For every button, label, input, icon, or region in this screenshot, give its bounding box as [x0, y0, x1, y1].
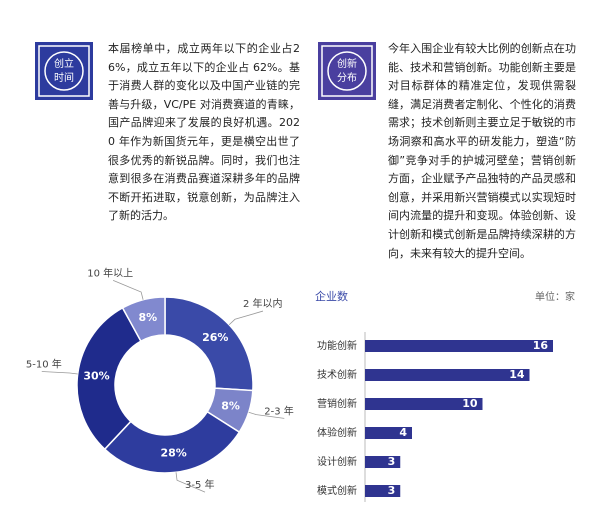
category-label: 2 年以内	[243, 297, 283, 310]
data-label: 28%	[160, 446, 186, 459]
data-label: 16	[533, 339, 549, 352]
icon-label: 创立	[54, 57, 74, 70]
category-label: 设计创新	[317, 455, 357, 468]
icon: 创新 分布	[318, 42, 376, 100]
donut-segment	[164, 296, 254, 392]
data-label: 26%	[202, 331, 228, 344]
category-label: 模式创新	[317, 484, 357, 497]
data-label: 8%	[221, 399, 240, 412]
donut-segment	[121, 296, 166, 343]
unit-label: 单位：家	[535, 290, 575, 303]
leader-line	[228, 310, 264, 326]
data-label: 8%	[138, 311, 157, 324]
bar	[365, 369, 530, 381]
leader-line	[248, 411, 285, 419]
data-label: 3	[388, 455, 396, 468]
data-label: 10	[462, 397, 478, 410]
leader-line	[112, 280, 144, 300]
paragraph: 今年入围企业有较大比例的创新点在功能、技术和营销创新。功能创新主要是对目标群体的…	[388, 42, 576, 260]
category-label: 10 年以上	[87, 266, 133, 279]
data-label: 14	[509, 368, 525, 381]
icon-label: 分布	[337, 72, 357, 84]
category-label: 2-3 年	[264, 404, 294, 417]
bar	[365, 427, 412, 439]
leader-line	[41, 371, 78, 375]
icon: 创立 时间	[35, 42, 93, 100]
paragraph: 本届榜单中，成立两年以下的企业占26%，成立五年以下的企业占 62%。基于消费人…	[108, 42, 300, 223]
leader-line	[175, 472, 206, 493]
bar	[365, 340, 553, 352]
category-label: 体验创新	[317, 426, 357, 439]
category-label: 5-10 年	[26, 357, 62, 370]
category-label: 3-5 年	[185, 478, 215, 491]
icon-label: 创新	[337, 57, 357, 70]
data-label: 3	[388, 484, 396, 497]
icon-label: 时间	[54, 71, 74, 84]
data-label: 30%	[83, 369, 109, 382]
bar	[365, 485, 401, 497]
chart-title: 企业数	[315, 289, 348, 303]
data-label: 4	[399, 426, 407, 439]
donut-segment	[76, 306, 142, 451]
bar	[365, 398, 483, 410]
bar	[365, 456, 401, 468]
category-label: 功能创新	[317, 339, 357, 352]
category-label: 技术创新	[317, 368, 357, 381]
category-label: 营销创新	[317, 397, 357, 410]
donut-segment	[103, 410, 241, 474]
